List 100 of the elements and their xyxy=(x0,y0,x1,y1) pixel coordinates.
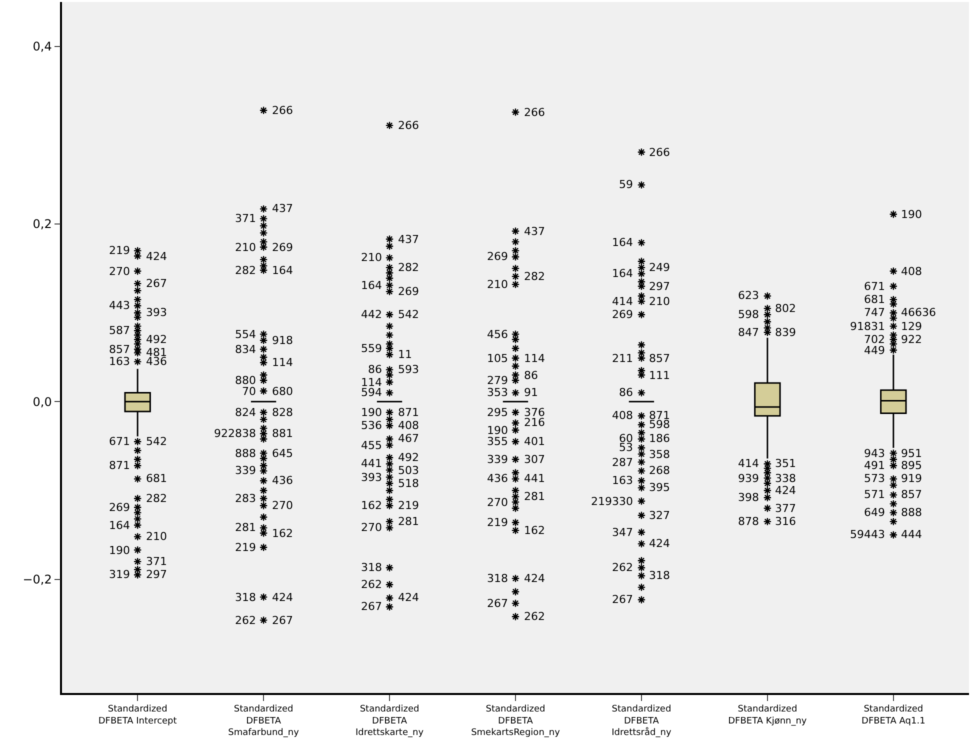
annotation: 86 xyxy=(524,369,538,382)
annotation: 281 xyxy=(524,490,545,503)
y-tick-label: 0,0 xyxy=(32,394,52,409)
annotation: 91831 xyxy=(850,320,885,333)
annotation: 518 xyxy=(398,477,419,490)
annotation: 441 xyxy=(524,472,545,485)
annotation: 216 xyxy=(524,416,545,429)
annotation: 46636 xyxy=(901,306,936,319)
annotation: 270 xyxy=(487,496,508,509)
x-tick-label: Standardized DFBETA Aq1.1 xyxy=(862,704,926,726)
annotation: 857 xyxy=(901,488,922,501)
annotation: 53 xyxy=(619,441,633,454)
annotation: 267 xyxy=(361,600,382,613)
annotation: 129 xyxy=(901,320,922,333)
annotation: 802 xyxy=(775,302,796,315)
x-tick-label: Standardized DFBETA Idrettsråd_ny xyxy=(612,704,672,738)
annotation: 164 xyxy=(361,279,382,292)
annotation: 598 xyxy=(649,418,670,431)
annotation: 424 xyxy=(146,250,167,263)
annotation: 210 xyxy=(649,295,670,308)
annotation: 266 xyxy=(524,106,545,119)
annotation: 282 xyxy=(235,264,256,277)
annotation: 436 xyxy=(487,472,508,485)
annotation: 492 xyxy=(398,451,419,464)
annotation: 395 xyxy=(649,481,670,494)
annotation: 449 xyxy=(864,344,885,357)
annotation: 269 xyxy=(487,250,508,263)
annotation: 587 xyxy=(109,324,130,337)
annotation: 871 xyxy=(398,406,419,419)
annotation: 939 xyxy=(738,472,759,485)
annotation: 847 xyxy=(738,326,759,339)
annotation: 162 xyxy=(524,524,545,537)
annotation: 824 xyxy=(235,406,256,419)
annotation: 269 xyxy=(272,241,293,254)
annotation: 542 xyxy=(146,435,167,448)
annotation: 351 xyxy=(775,457,796,470)
annotation: 114 xyxy=(524,352,545,365)
annotation: 747 xyxy=(864,306,885,319)
annotation: 424 xyxy=(524,572,545,585)
annotation: 437 xyxy=(524,225,545,238)
annotation: 880 xyxy=(235,374,256,387)
annotation: 318 xyxy=(235,591,256,604)
annotation: 283 xyxy=(235,492,256,505)
annotation: 376 xyxy=(524,406,545,419)
annotation: 164 xyxy=(109,519,130,532)
annotation: 559 xyxy=(361,342,382,355)
annotation: 262 xyxy=(361,578,382,591)
annotation: 105 xyxy=(487,352,508,365)
annotation: 319 xyxy=(109,568,130,581)
annotation: 86 xyxy=(368,363,382,376)
x-tick-label: Standardized DFBETA Idrettskarte_ny xyxy=(356,704,424,738)
annotation: 219 xyxy=(398,499,419,512)
annotation: 318 xyxy=(649,569,670,582)
annotation: 318 xyxy=(487,572,508,585)
annotation: 492 xyxy=(146,333,167,346)
annotation: 680 xyxy=(272,385,293,398)
annotation: 210 xyxy=(146,530,167,543)
annotation: 111 xyxy=(649,369,670,382)
annotation: 219 xyxy=(235,541,256,554)
annotation: 219330 xyxy=(591,495,633,508)
annotation: 895 xyxy=(901,459,922,472)
annotation: 266 xyxy=(398,119,419,132)
annotation: 456 xyxy=(487,328,508,341)
annotation: 857 xyxy=(649,352,670,365)
annotation: 536 xyxy=(361,419,382,432)
annotation: 467 xyxy=(398,432,419,445)
annotation: 262 xyxy=(235,614,256,627)
annotation: 623 xyxy=(738,289,759,302)
annotation: 279 xyxy=(487,374,508,387)
annotation: 163 xyxy=(612,474,633,487)
annotation: 503 xyxy=(398,464,419,477)
annotation: 219 xyxy=(487,516,508,529)
annotation: 943 xyxy=(864,447,885,460)
annotation: 436 xyxy=(146,355,167,368)
annotation: 266 xyxy=(649,146,670,159)
annotation: 424 xyxy=(649,537,670,550)
annotation: 598 xyxy=(738,308,759,321)
annotation: 593 xyxy=(398,363,419,376)
annotation: 414 xyxy=(612,295,633,308)
annotation: 91 xyxy=(524,386,538,399)
annotation: 377 xyxy=(775,502,796,515)
y-tick-label: 0,4 xyxy=(32,40,52,54)
annotation: 266 xyxy=(272,104,293,117)
annotation: 186 xyxy=(649,432,670,445)
annotation: 414 xyxy=(738,457,759,470)
annotation: 888 xyxy=(235,447,256,460)
annotation: 542 xyxy=(398,308,419,321)
annotation: 408 xyxy=(398,419,419,432)
annotation: 881 xyxy=(272,427,293,440)
annotation: 11 xyxy=(398,348,412,361)
annotation: 408 xyxy=(612,409,633,422)
annotation: 211 xyxy=(612,352,633,365)
annotation: 295 xyxy=(487,406,508,419)
annotation: 219 xyxy=(109,244,130,257)
annotation: 267 xyxy=(146,277,167,290)
annotation: 919 xyxy=(901,472,922,485)
annotation: 268 xyxy=(649,464,670,477)
annotation: 282 xyxy=(146,492,167,505)
annotation: 70 xyxy=(242,385,256,398)
annotation: 164 xyxy=(272,264,293,277)
